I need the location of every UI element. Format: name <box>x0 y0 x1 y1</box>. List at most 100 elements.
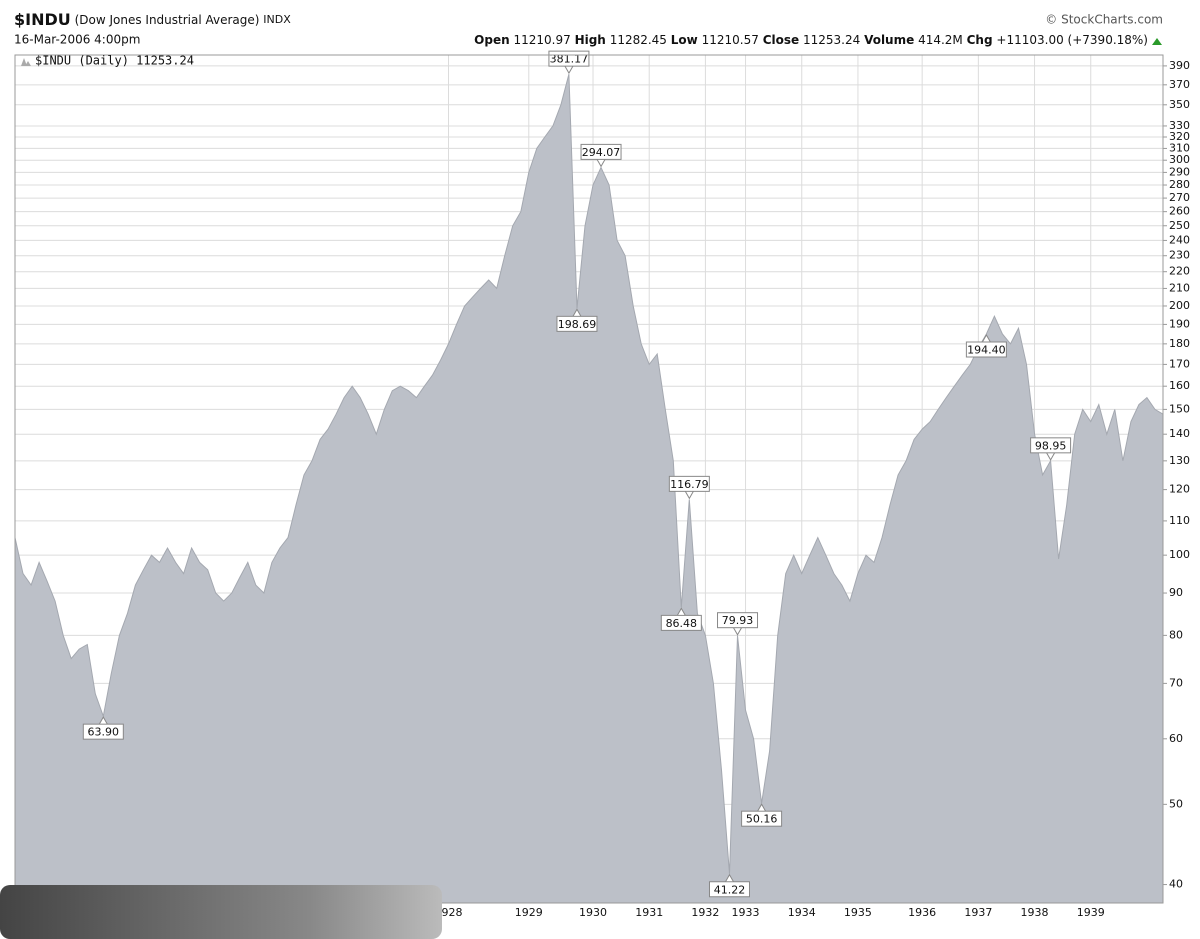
data-label: 50.16 <box>746 813 778 826</box>
plot-frame <box>14 54 1164 904</box>
x-tick-label: 1934 <box>788 906 816 919</box>
y-tick-label: 150 <box>1169 402 1190 415</box>
x-tick-label: 1932 <box>691 906 719 919</box>
redaction-box <box>0 885 442 939</box>
date: 16-Mar-2006 4:00pm <box>14 33 140 47</box>
x-tick-label: 1937 <box>964 906 992 919</box>
y-tick-label: 80 <box>1169 628 1183 641</box>
y-tick-label: 290 <box>1169 165 1190 178</box>
x-tick-label: 1931 <box>635 906 663 919</box>
volume: 414.2M <box>918 33 963 47</box>
y-tick-label: 350 <box>1169 98 1190 111</box>
data-label: 41.22 <box>714 883 746 896</box>
y-tick-label: 110 <box>1169 514 1190 527</box>
annotation-pointer <box>98 716 108 725</box>
y-tick-label: 140 <box>1169 427 1190 440</box>
low-label: Low <box>671 33 698 47</box>
legend-swatch <box>21 58 31 66</box>
x-tick-label: 1933 <box>732 906 760 919</box>
x-tick-label: 1938 <box>1021 906 1049 919</box>
y-tick-label: 390 <box>1169 59 1190 72</box>
y-tick-label: 90 <box>1169 586 1183 599</box>
y-tick-label: 170 <box>1169 357 1190 370</box>
annotation-box <box>660 614 702 631</box>
y-tick-label: 370 <box>1169 78 1190 91</box>
annotation-pointer <box>596 159 606 168</box>
header-line: $INDU (Dow Jones Industrial Average) IND… <box>14 10 291 29</box>
high-label: High <box>575 33 606 47</box>
annotation-box <box>965 341 1007 358</box>
annotation-pointer <box>676 607 686 616</box>
y-tick-label: 230 <box>1169 249 1190 262</box>
y-tick-label: 330 <box>1169 119 1190 132</box>
y-tick-label: 240 <box>1169 233 1190 246</box>
data-label: 63.90 <box>88 726 120 739</box>
y-tick-label: 180 <box>1169 337 1190 350</box>
volume-label: Volume <box>864 33 914 47</box>
y-tick-label: 260 <box>1169 205 1190 218</box>
data-label: 79.93 <box>722 614 754 627</box>
annotation-pointer <box>757 803 767 812</box>
y-tick-label: 200 <box>1169 299 1190 312</box>
y-tick-label: 250 <box>1169 219 1190 232</box>
y-tick-label: 60 <box>1169 732 1183 745</box>
annotation-pointer <box>725 873 734 883</box>
x-tick-label: 1936 <box>908 906 936 919</box>
y-tick-label: 120 <box>1169 483 1190 496</box>
y-tick-label: 210 <box>1169 281 1190 294</box>
annotation-box <box>717 612 759 629</box>
up-arrow <box>1152 38 1162 45</box>
x-tick-label: 1929 <box>515 906 543 919</box>
data-label: 116.79 <box>670 478 709 491</box>
y-tick-label: 40 <box>1169 878 1183 891</box>
annotation-pointer <box>572 308 582 317</box>
y-tick-label: 70 <box>1169 676 1183 689</box>
annotation: 63.90 <box>82 716 124 740</box>
annotation-pointer <box>684 491 694 500</box>
annotation: 41.22 <box>708 873 750 898</box>
y-tick-label: 280 <box>1169 178 1190 191</box>
y-tick-label: 160 <box>1169 379 1190 392</box>
y-tick-label: 190 <box>1169 317 1190 330</box>
y-tick-label: 270 <box>1169 191 1190 204</box>
data-label: 198.69 <box>558 318 597 331</box>
annotation-box <box>1030 437 1072 454</box>
annotation-box <box>82 723 124 740</box>
annotation: 98.95 <box>1030 437 1072 461</box>
x-tick-label: 1939 <box>1077 906 1105 919</box>
y-tick-label: 50 <box>1169 797 1183 810</box>
chg: +11103.00 <box>996 33 1063 47</box>
annotation: 194.40 <box>965 333 1007 358</box>
data-label: 98.95 <box>1035 439 1067 452</box>
y-tick-label: 220 <box>1169 265 1190 278</box>
annotation: 79.93 <box>717 612 759 636</box>
data-label: 194.40 <box>967 344 1006 357</box>
annotation: 294.07 <box>580 143 622 168</box>
high: 11282.45 <box>610 33 667 47</box>
annotation-pointer <box>564 65 574 75</box>
chg-pct: (+7390.18%) <box>1068 33 1148 47</box>
y-tick-label: 130 <box>1169 454 1190 467</box>
line <box>14 73 1164 874</box>
open-label: Open <box>474 33 509 47</box>
annotation-box <box>741 810 783 827</box>
y-tick-label: 310 <box>1169 141 1190 154</box>
annotation: 50.16 <box>741 803 783 827</box>
exchange: INDX <box>263 13 291 26</box>
legend-entry: $INDU (Daily) 11253.24 <box>35 54 194 68</box>
close-label: Close <box>763 33 799 47</box>
y-tick-label: 100 <box>1169 548 1190 561</box>
annotation: 198.69 <box>556 308 598 332</box>
annotation-box <box>668 475 710 492</box>
data-label: 381.17 <box>550 53 589 66</box>
y-tick-label: 300 <box>1169 153 1190 166</box>
annotation: 116.79 <box>668 475 710 500</box>
annotation-pointer <box>733 627 742 636</box>
annotation: 86.48 <box>660 607 702 631</box>
annotation: 381.17 <box>548 50 590 75</box>
annotation-box <box>580 143 622 160</box>
low: 11210.57 <box>702 33 759 47</box>
plot-area: 40 50 60 70 80 90 100 110 120 130 140 150 160 170 180 1… <box>14 50 1190 919</box>
annotation-pointer <box>981 333 991 343</box>
